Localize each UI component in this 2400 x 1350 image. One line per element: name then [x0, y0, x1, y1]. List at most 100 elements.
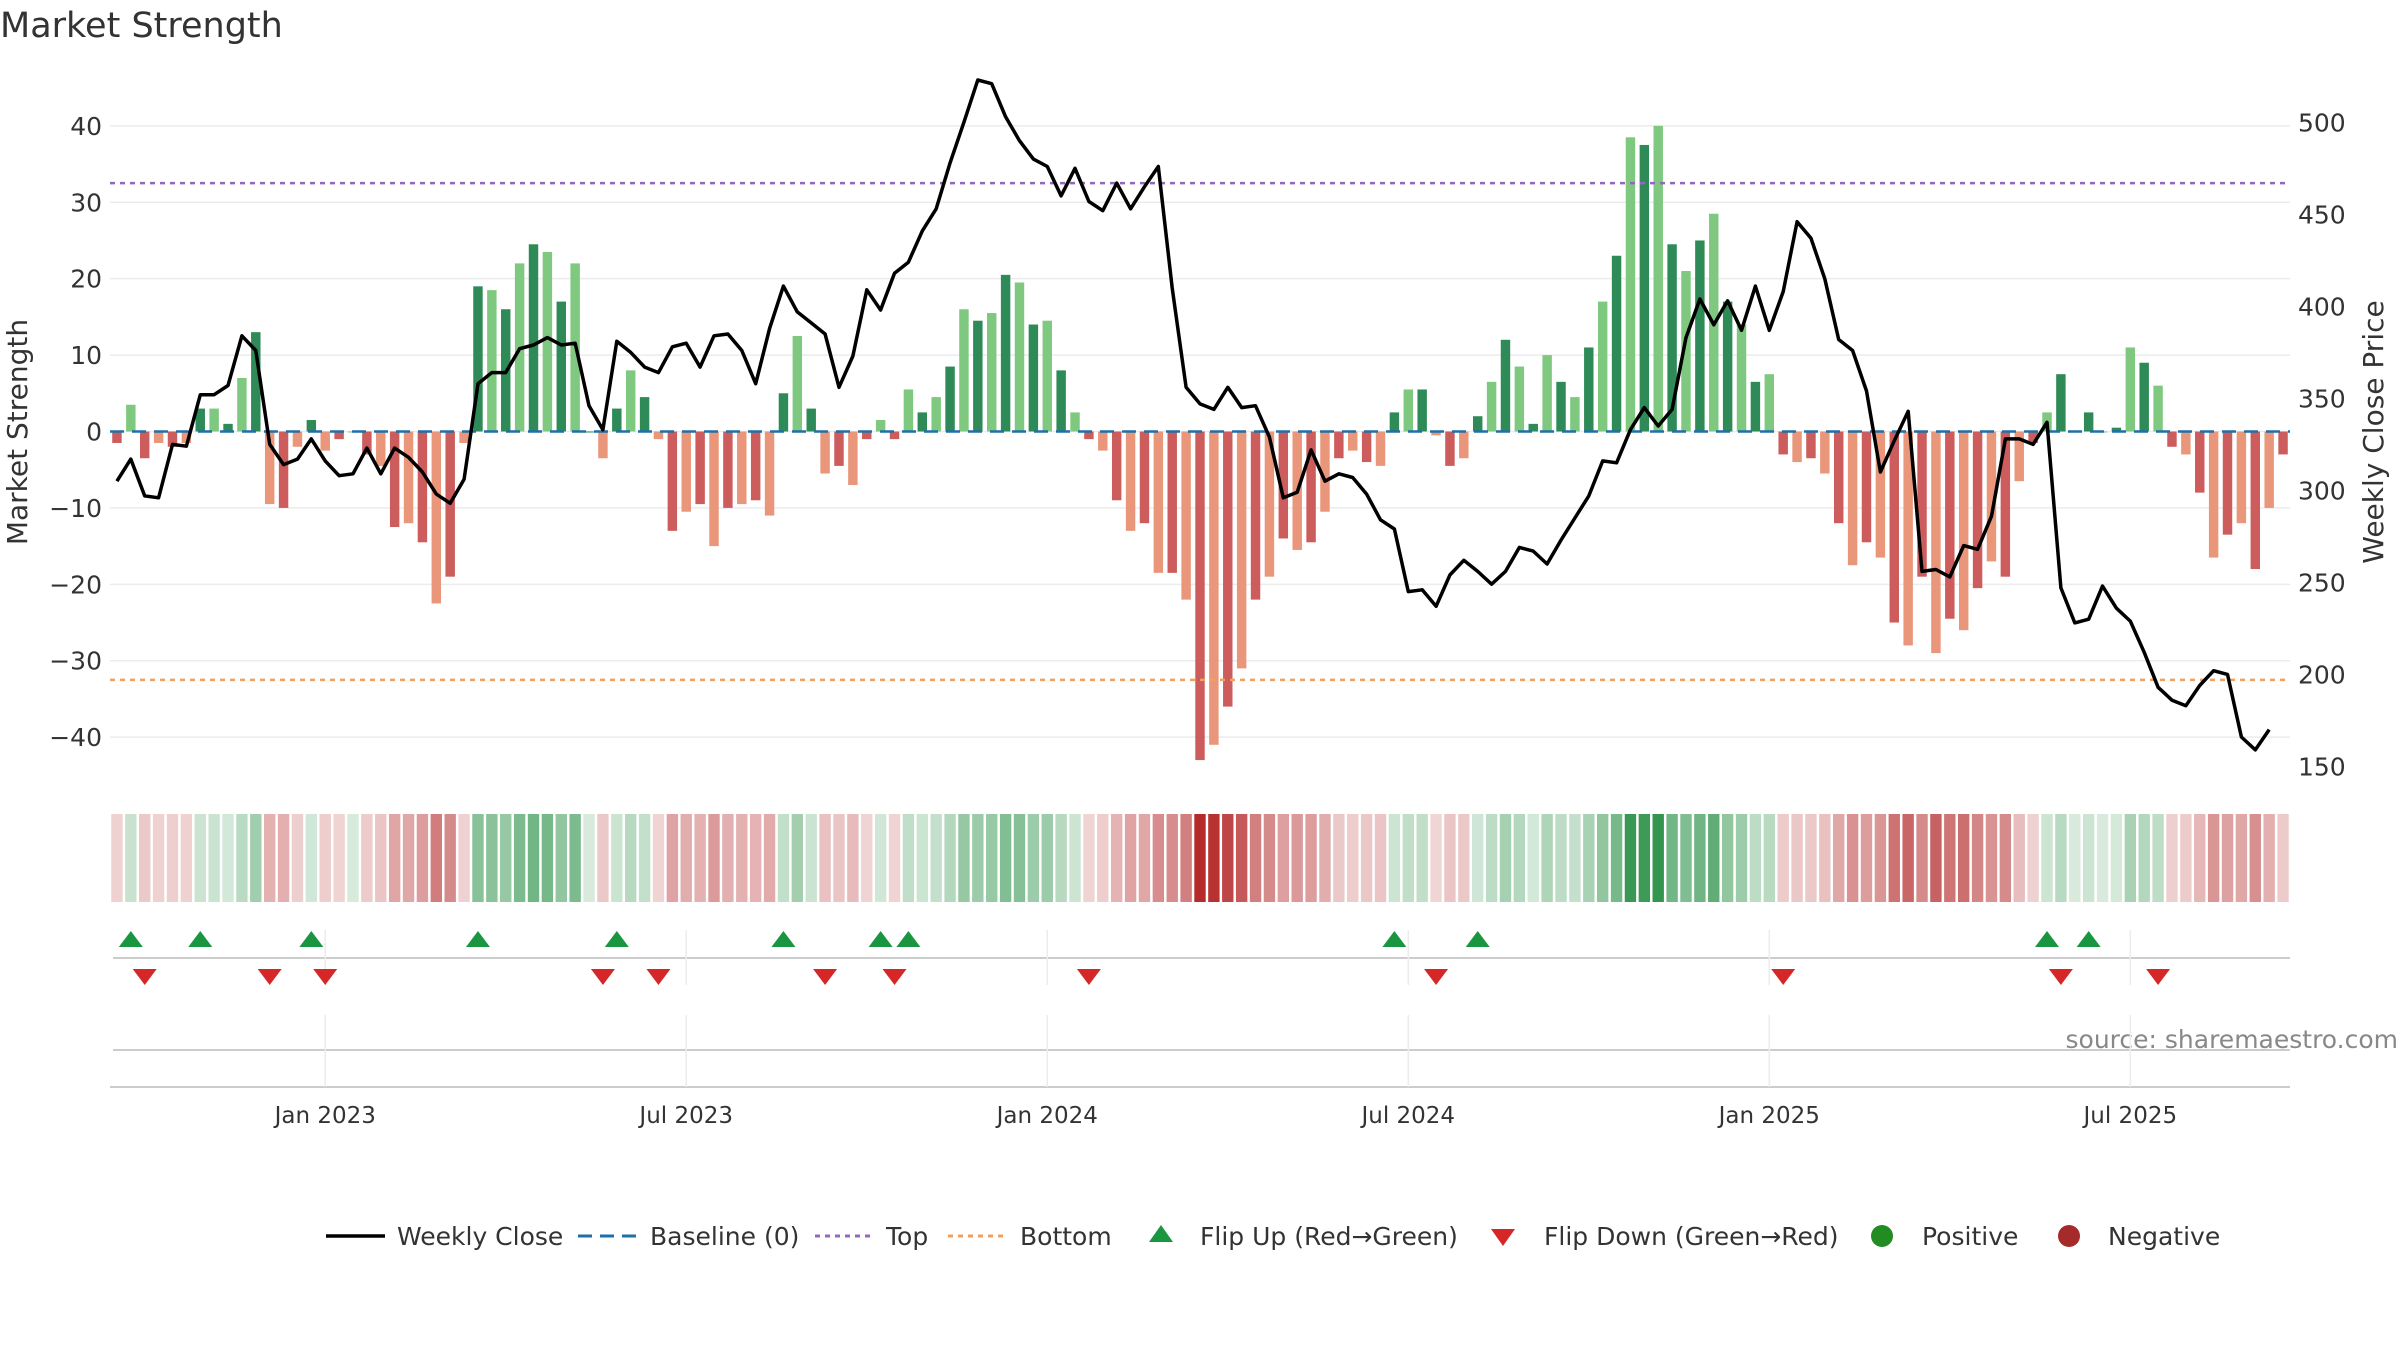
flip-down-marker	[257, 969, 282, 985]
strength-bar	[848, 431, 858, 485]
strength-bar	[681, 431, 691, 512]
strength-strip-cell	[1458, 814, 1470, 902]
strength-strip-cell	[2138, 814, 2150, 902]
strength-strip-cell	[1485, 814, 1498, 902]
strength-bar	[959, 309, 969, 432]
strength-bar	[1903, 431, 1913, 646]
strength-bar	[2125, 347, 2136, 432]
strength-bar	[1514, 366, 1525, 432]
strength-strip-cell	[1360, 814, 1373, 902]
strength-bar	[2181, 431, 2191, 455]
strength-bar	[389, 431, 400, 528]
strength-strip-cell	[1721, 814, 1734, 902]
strength-strip-cell	[1596, 814, 1609, 902]
strength-strip-cell	[833, 814, 845, 902]
strength-bar	[986, 313, 997, 432]
strength-strip-cell	[416, 814, 429, 902]
strength-strip-cell	[1541, 814, 1553, 902]
flip-up-marker	[2035, 931, 2060, 947]
flip-down-marker	[813, 969, 838, 985]
strength-strip-cell	[944, 814, 956, 902]
strength-strip-cell	[555, 814, 567, 902]
strength-bar	[2028, 431, 2038, 443]
strength-bar	[1653, 125, 1663, 432]
flip-up-marker	[299, 931, 324, 947]
strength-strip-cell	[1763, 814, 1775, 902]
strength-strip-cell	[1138, 814, 1151, 902]
strength-strip-cell	[500, 814, 512, 902]
strength-strip-cell	[263, 814, 276, 902]
strength-bar	[1125, 431, 1136, 531]
strength-bar	[2208, 431, 2219, 558]
strength-bar	[542, 251, 553, 432]
strength-bar	[2250, 431, 2261, 570]
strength-strip-cell	[1735, 814, 1748, 902]
legend-flip-down-label: Flip Down (Green→Red)	[1544, 1222, 1839, 1251]
strength-strip-cell	[166, 814, 179, 902]
strength-strip-cell	[708, 814, 720, 902]
strength-strip-cell	[1333, 814, 1345, 902]
strength-bar	[139, 431, 150, 459]
strength-strip-cell	[1166, 814, 1178, 902]
strength-strip-cell	[1569, 814, 1581, 902]
strength-bar	[1306, 431, 1316, 543]
strength-strip-cell	[305, 814, 318, 902]
strength-strip-cell	[1999, 814, 2012, 902]
strength-strip-cell	[625, 814, 637, 902]
strength-strip-cell	[1277, 814, 1290, 902]
strength-strip-cell	[444, 814, 456, 902]
flip-up-marker	[188, 931, 213, 947]
legend-flip-up-swatch	[1149, 1225, 1173, 1242]
strength-strip-cell	[1902, 814, 1914, 902]
strength-bar	[1722, 301, 1733, 432]
y-tick-label-left: −20	[49, 570, 102, 599]
strength-bar	[334, 431, 344, 440]
strength-bar	[2195, 431, 2205, 493]
y-tick-label-left: 10	[70, 341, 102, 370]
strength-bar	[431, 431, 442, 604]
strength-bar	[723, 431, 733, 508]
legend-baseline-label: Baseline (0)	[650, 1222, 799, 1251]
strength-bar	[1834, 431, 1844, 524]
strength-strip-cell	[152, 814, 165, 902]
reference-lines	[110, 181, 2290, 682]
x-tick-label: Jul 2025	[2082, 1103, 2178, 1129]
strength-strip-cell	[388, 814, 401, 902]
strength-bar	[1681, 271, 1691, 432]
strength-bar	[1167, 431, 1177, 573]
strength-bar	[1764, 374, 1775, 432]
strength-bar	[223, 423, 233, 432]
strength-bar	[1320, 431, 1330, 512]
strength-bar	[1556, 381, 1566, 432]
strength-strip-cell	[2152, 814, 2164, 902]
weekly-close-line	[115, 78, 2271, 752]
strength-bar	[1750, 381, 1761, 432]
strength-strip-cell	[1291, 814, 1303, 902]
y-tick-label-left: 30	[70, 188, 102, 217]
strength-bar	[2153, 385, 2163, 432]
strength-strip-cell	[1083, 814, 1095, 902]
strength-bar	[1611, 255, 1622, 432]
strength-strip-cell	[402, 814, 415, 902]
strength-strip-cell	[277, 814, 290, 902]
legend-positive-swatch	[1871, 1225, 1893, 1247]
flip-up-marker	[1465, 931, 1490, 947]
strength-strip-cell	[1846, 814, 1859, 902]
strength-strip-cell	[1833, 814, 1845, 902]
strength-bar	[1403, 389, 1414, 432]
x-tick-label: Jul 2024	[1359, 1103, 1455, 1129]
strength-bar	[1111, 431, 1122, 501]
strength-bar	[1181, 431, 1191, 600]
strength-bar	[653, 431, 664, 440]
strength-strip-cell	[458, 814, 470, 902]
strength-bar	[487, 290, 497, 432]
strength-strip-cell	[958, 814, 970, 902]
strength-strip-cell	[236, 814, 248, 902]
strength-bar	[278, 431, 289, 508]
strength-strip-cell	[2180, 814, 2192, 902]
strength-bar	[1931, 431, 1941, 654]
strength-strip-cell	[1888, 814, 1900, 902]
strength-bar	[2111, 427, 2122, 432]
strength-strip-cell	[1819, 814, 1831, 902]
strength-strip-cell	[1347, 814, 1359, 902]
